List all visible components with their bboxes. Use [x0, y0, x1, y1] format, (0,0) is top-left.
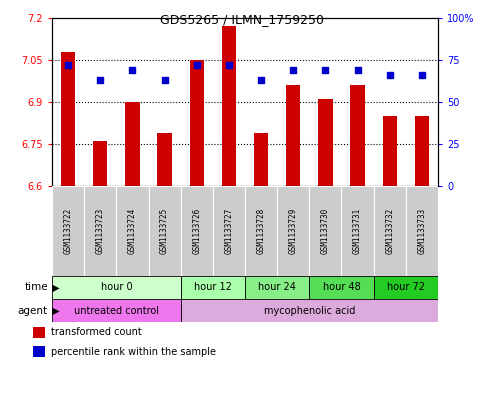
Text: GSM1133730: GSM1133730	[321, 208, 330, 254]
Point	[354, 67, 361, 73]
Bar	[52, 299, 181, 322]
Bar	[309, 186, 341, 276]
Text: GDS5265 / ILMN_1759250: GDS5265 / ILMN_1759250	[159, 13, 324, 26]
Bar	[222, 26, 236, 186]
Bar	[157, 133, 172, 186]
Bar	[61, 51, 75, 186]
Text: GSM1133724: GSM1133724	[128, 208, 137, 254]
Point	[289, 67, 297, 73]
Bar	[383, 116, 397, 186]
Text: hour 12: hour 12	[194, 283, 232, 292]
Bar	[245, 186, 277, 276]
Point	[161, 77, 169, 83]
Bar	[148, 186, 181, 276]
Bar	[84, 186, 116, 276]
Bar	[52, 276, 181, 299]
Bar	[254, 133, 269, 186]
Bar	[245, 276, 309, 299]
Text: hour 48: hour 48	[323, 283, 360, 292]
Bar	[374, 186, 406, 276]
Text: GSM1133728: GSM1133728	[256, 208, 266, 254]
Text: hour 72: hour 72	[387, 283, 425, 292]
Text: GSM1133732: GSM1133732	[385, 208, 394, 254]
Point	[386, 72, 394, 78]
Bar	[125, 102, 140, 186]
Bar	[374, 276, 438, 299]
Text: mycophenolic acid: mycophenolic acid	[264, 305, 355, 316]
Text: hour 0: hour 0	[100, 283, 132, 292]
Point	[193, 62, 200, 68]
Point	[97, 77, 104, 83]
Text: GSM1133731: GSM1133731	[353, 208, 362, 254]
Bar	[309, 276, 374, 299]
Bar	[33, 346, 44, 357]
Text: transformed count: transformed count	[51, 327, 142, 338]
Bar	[181, 186, 213, 276]
Bar	[318, 99, 333, 186]
Bar	[213, 186, 245, 276]
Text: GSM1133722: GSM1133722	[64, 208, 72, 254]
Text: hour 24: hour 24	[258, 283, 296, 292]
Text: time: time	[24, 283, 48, 292]
Bar	[33, 327, 44, 338]
Point	[128, 67, 136, 73]
Text: GSM1133726: GSM1133726	[192, 208, 201, 254]
Point	[418, 72, 426, 78]
Bar	[93, 141, 108, 186]
Bar	[52, 186, 84, 276]
Text: GSM1133723: GSM1133723	[96, 208, 105, 254]
Bar	[341, 186, 374, 276]
Point	[257, 77, 265, 83]
Bar	[116, 186, 148, 276]
Bar	[181, 299, 438, 322]
Text: ▶: ▶	[49, 283, 59, 292]
Bar	[415, 116, 429, 186]
Text: untreated control: untreated control	[74, 305, 159, 316]
Text: percentile rank within the sample: percentile rank within the sample	[51, 347, 216, 356]
Text: GSM1133725: GSM1133725	[160, 208, 169, 254]
Point	[322, 67, 329, 73]
Text: ▶: ▶	[49, 305, 59, 316]
Point	[225, 62, 233, 68]
Bar	[189, 60, 204, 186]
Text: GSM1133727: GSM1133727	[225, 208, 233, 254]
Text: GSM1133733: GSM1133733	[417, 208, 426, 254]
Text: GSM1133729: GSM1133729	[289, 208, 298, 254]
Point	[64, 62, 72, 68]
Bar	[181, 276, 245, 299]
Bar	[350, 85, 365, 186]
Bar	[277, 186, 309, 276]
Bar	[286, 85, 300, 186]
Text: agent: agent	[18, 305, 48, 316]
Bar	[406, 186, 438, 276]
